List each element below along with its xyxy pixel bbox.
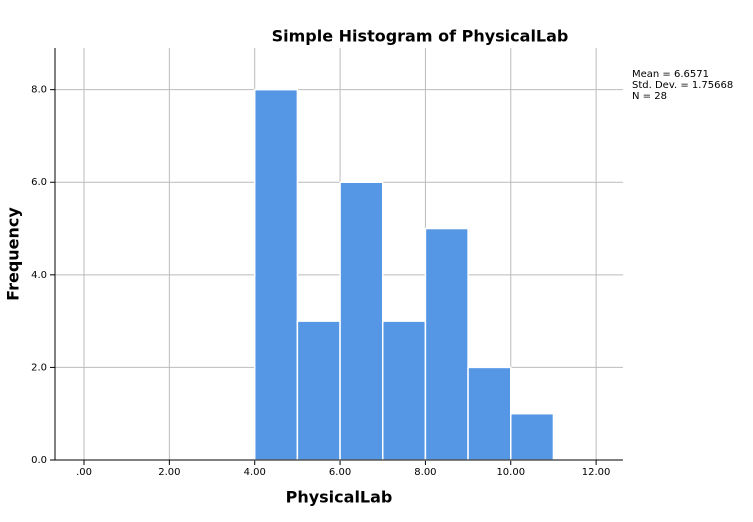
y-tick-label: 2.0	[31, 362, 47, 373]
bar	[253, 88, 299, 461]
y-tick-label: 6.0	[31, 177, 47, 188]
annotation: Std. Dev. = 1.75668	[632, 80, 733, 91]
x-tick-label: 10.00	[496, 467, 525, 478]
x-tick-label: 4.00	[244, 467, 266, 478]
x-tick-label: 8.00	[414, 467, 436, 478]
annotation: Mean = 6.6571	[632, 69, 709, 80]
bar	[424, 227, 469, 461]
x-tick-label: 6.00	[329, 467, 351, 478]
y-tick-label: 4.0	[31, 270, 47, 281]
x-tick-label: .00	[76, 467, 92, 478]
x-tick-label: 2.00	[158, 467, 180, 478]
x-axis-label: PhysicalLab	[286, 488, 393, 507]
bar	[467, 366, 512, 461]
y-tick-label: 0.0	[31, 455, 47, 466]
bar	[510, 412, 555, 461]
bar	[381, 320, 427, 461]
bar	[296, 320, 341, 461]
annotation: N = 28	[632, 91, 667, 102]
y-axis-label: Frequency	[4, 207, 23, 301]
x-tick-label: 12.00	[582, 467, 611, 478]
chart-title: Simple Histogram of PhysicalLab	[272, 27, 569, 46]
bar	[339, 181, 384, 461]
y-tick-label: 8.0	[31, 85, 47, 96]
